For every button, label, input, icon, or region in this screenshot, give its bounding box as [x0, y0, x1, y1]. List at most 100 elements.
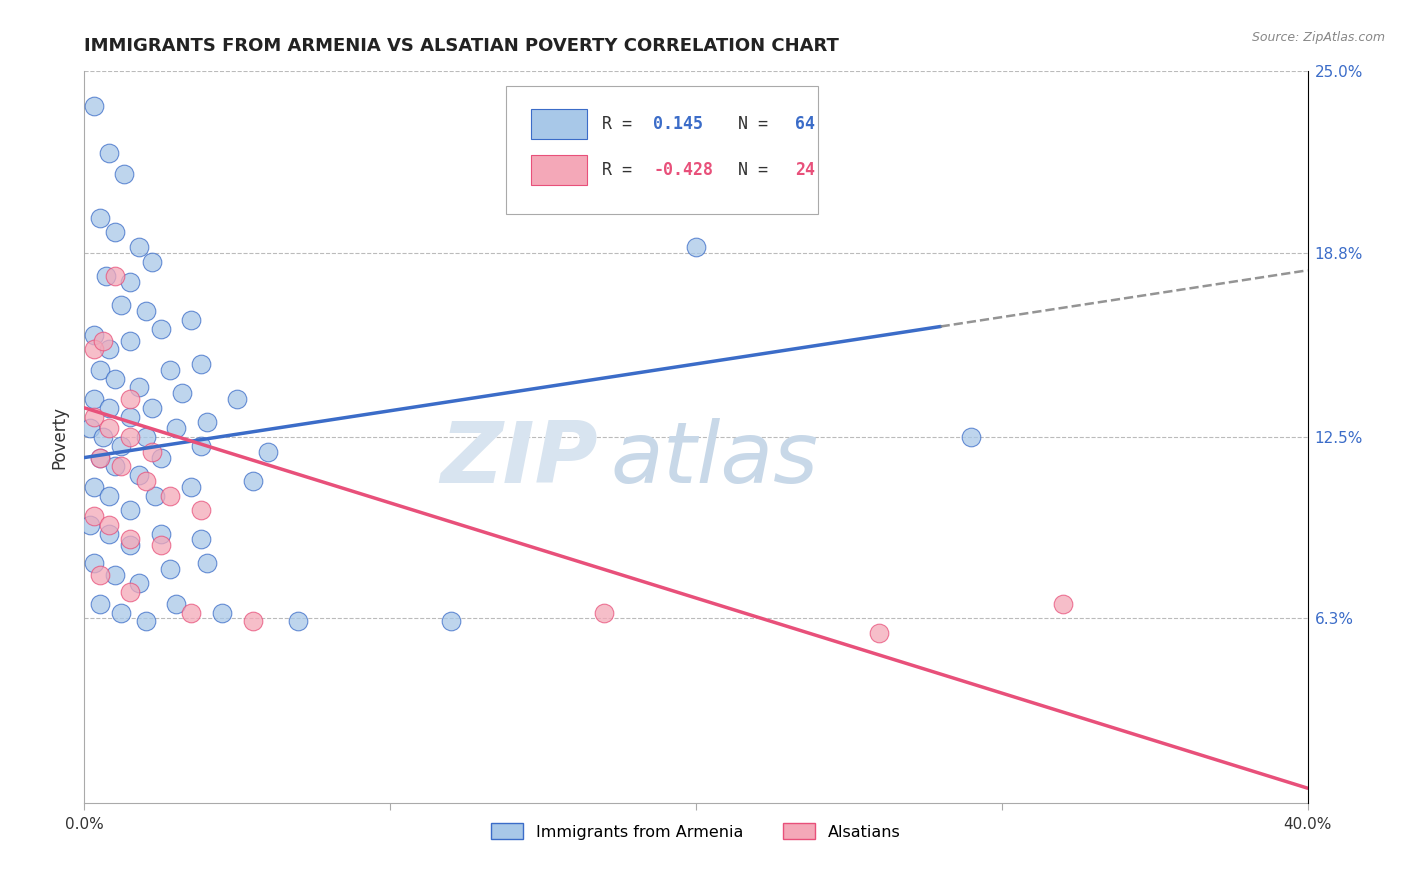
Text: N =: N =	[718, 115, 778, 133]
Point	[159, 363, 181, 377]
Point	[593, 606, 616, 620]
Point	[120, 409, 142, 424]
Point	[165, 597, 187, 611]
Point	[97, 489, 120, 503]
Point	[120, 275, 142, 289]
Text: R =: R =	[602, 161, 641, 179]
Point	[110, 606, 132, 620]
Point	[97, 526, 120, 541]
FancyBboxPatch shape	[531, 109, 588, 139]
Point	[128, 380, 150, 394]
Point	[149, 322, 172, 336]
Point	[869, 626, 891, 640]
Point	[97, 421, 120, 435]
Point	[97, 401, 120, 415]
Point	[104, 567, 127, 582]
Point	[242, 474, 264, 488]
Point	[120, 533, 142, 547]
Point	[141, 254, 163, 268]
Point	[960, 430, 983, 444]
Point	[91, 430, 114, 444]
Point	[89, 597, 111, 611]
Text: 64: 64	[794, 115, 815, 133]
Point	[128, 240, 150, 254]
Point	[104, 459, 127, 474]
Point	[104, 225, 127, 239]
Point	[149, 450, 172, 465]
Point	[83, 392, 105, 406]
Point	[83, 556, 105, 570]
Point	[128, 576, 150, 591]
Point	[287, 615, 309, 629]
Point	[135, 615, 157, 629]
Text: IMMIGRANTS FROM ARMENIA VS ALSATIAN POVERTY CORRELATION CHART: IMMIGRANTS FROM ARMENIA VS ALSATIAN POVE…	[84, 37, 839, 54]
Point	[143, 489, 166, 503]
Point	[89, 450, 111, 465]
Text: N =: N =	[718, 161, 778, 179]
Point	[89, 211, 111, 225]
Point	[91, 334, 114, 348]
Point	[128, 468, 150, 483]
Point	[83, 327, 105, 342]
Point	[120, 503, 142, 517]
Point	[226, 392, 249, 406]
Point	[89, 567, 111, 582]
Point	[110, 298, 132, 312]
Point	[190, 533, 212, 547]
Point	[110, 439, 132, 453]
Point	[180, 313, 202, 327]
Point	[190, 439, 212, 453]
Text: atlas: atlas	[610, 417, 818, 500]
Point	[110, 459, 132, 474]
Text: 24: 24	[794, 161, 815, 179]
Point	[120, 392, 142, 406]
Point	[141, 444, 163, 458]
Point	[97, 517, 120, 532]
FancyBboxPatch shape	[506, 86, 818, 214]
Point	[120, 585, 142, 599]
Point	[165, 421, 187, 435]
Point	[83, 99, 105, 113]
Point	[135, 430, 157, 444]
Point	[104, 269, 127, 284]
Point	[149, 538, 172, 552]
Point	[257, 444, 280, 458]
Point	[83, 409, 105, 424]
Point	[180, 606, 202, 620]
Point	[180, 480, 202, 494]
Point	[83, 480, 105, 494]
Text: Source: ZipAtlas.com: Source: ZipAtlas.com	[1251, 31, 1385, 45]
Point	[89, 363, 111, 377]
Point	[79, 517, 101, 532]
Text: 0.145: 0.145	[654, 115, 703, 133]
Point	[83, 343, 105, 357]
FancyBboxPatch shape	[531, 154, 588, 186]
Point	[211, 606, 233, 620]
Point	[89, 450, 111, 465]
Point	[135, 304, 157, 318]
Text: R =: R =	[602, 115, 641, 133]
Point	[112, 167, 135, 181]
Legend: Immigrants from Armenia, Alsatians: Immigrants from Armenia, Alsatians	[485, 817, 907, 846]
Point	[172, 386, 194, 401]
Point	[440, 615, 463, 629]
Point	[1052, 597, 1074, 611]
Point	[104, 371, 127, 385]
Point	[79, 421, 101, 435]
Point	[190, 503, 212, 517]
Point	[135, 474, 157, 488]
Text: -0.428: -0.428	[654, 161, 713, 179]
Y-axis label: Poverty: Poverty	[51, 406, 69, 468]
Point	[190, 357, 212, 371]
Point	[97, 146, 120, 161]
Point	[120, 538, 142, 552]
Point	[242, 615, 264, 629]
Point	[159, 562, 181, 576]
Point	[195, 556, 218, 570]
Point	[195, 416, 218, 430]
Point	[120, 430, 142, 444]
Point	[141, 401, 163, 415]
Point	[685, 240, 707, 254]
Point	[149, 526, 172, 541]
Point	[97, 343, 120, 357]
